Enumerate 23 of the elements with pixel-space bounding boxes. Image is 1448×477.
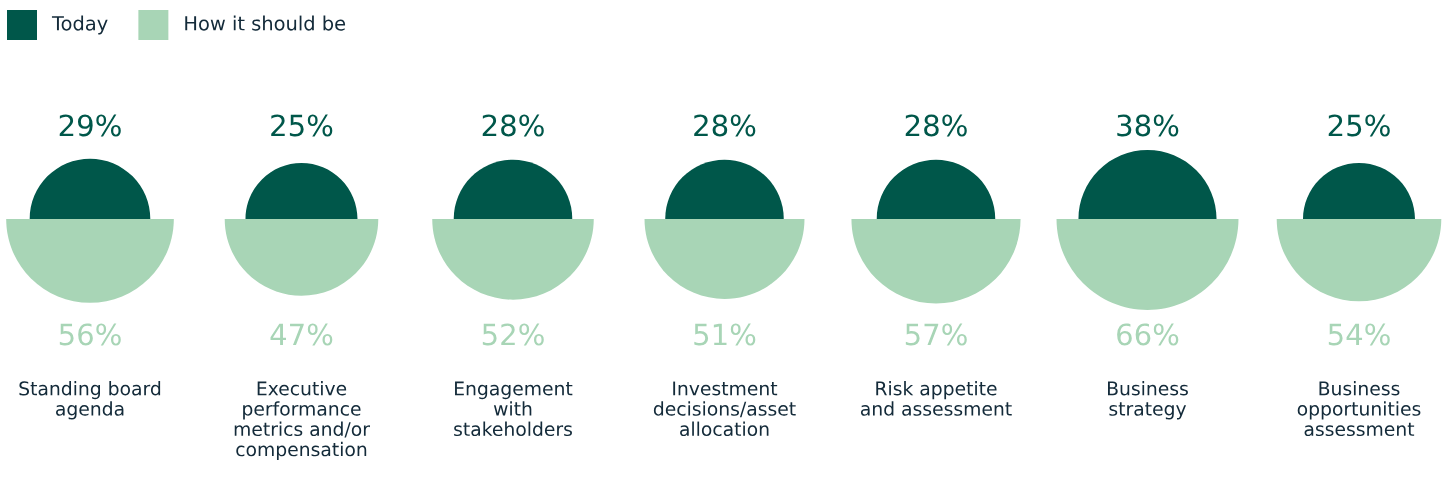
data-label: 51% [694, 323, 756, 346]
category-label: Standing board agenda [19, 381, 161, 420]
data-label: 57% [905, 323, 967, 346]
data-label: 56% [59, 323, 121, 346]
data-label: 28% [482, 114, 544, 137]
data-label: 25% [1328, 114, 1390, 137]
category-label: Engagement with stakeholders [454, 381, 573, 437]
data-label: 52% [482, 323, 544, 346]
category-label: Executive performance metrics and/or compensation [234, 381, 370, 460]
legend-label: Today [51, 15, 108, 35]
data-label: 66% [1117, 323, 1179, 346]
data-label: 28% [694, 114, 756, 137]
category-label: Investment decisions/asset allocation [653, 381, 796, 437]
category-label: Risk appetite and assessment [860, 381, 1012, 416]
data-label: 28% [905, 114, 967, 137]
category-label: Business opportunities assessment [1297, 381, 1421, 437]
data-label: 47% [270, 323, 333, 346]
legend-label: How it should be [185, 15, 346, 31]
data-label: 38% [1117, 114, 1179, 137]
category-label: Business strategy [1108, 381, 1188, 420]
data-label: 25% [271, 114, 333, 137]
data-label: 54% [1328, 323, 1390, 346]
data-label: 29% [59, 114, 121, 137]
